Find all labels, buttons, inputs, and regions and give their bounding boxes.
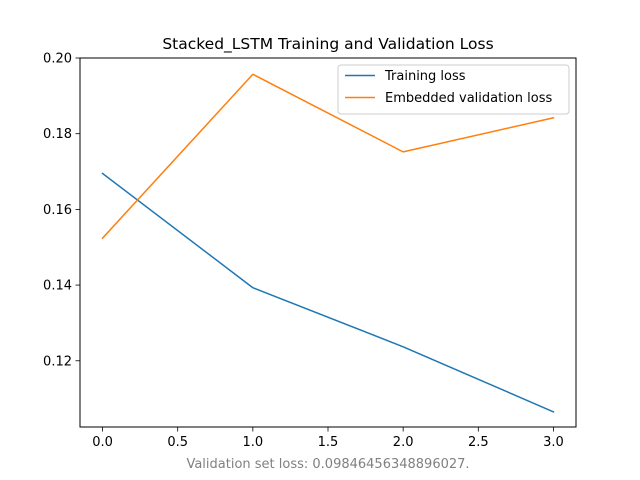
legend: Training loss Embedded validation loss xyxy=(337,64,570,115)
series-line-training-loss xyxy=(101,172,555,413)
y-tick-label: 0.16 xyxy=(43,203,72,218)
x-tick-label: 0.5 xyxy=(167,435,188,450)
legend-box xyxy=(337,64,570,115)
y-tick-label: 0.20 xyxy=(43,52,72,67)
x-tick-label: 2.0 xyxy=(393,435,414,450)
series-layer xyxy=(101,73,555,413)
x-axis: 0.0 0.5 1.0 1.5 2.0 2.5 3.0 xyxy=(92,427,564,450)
x-tick-label: 3.0 xyxy=(543,435,564,450)
x-tick-label: 0.0 xyxy=(92,435,113,450)
y-tick-label: 0.18 xyxy=(43,127,72,142)
legend-label-training-loss: Training loss xyxy=(384,69,466,84)
series-line-embedded-validation-loss xyxy=(101,73,555,240)
y-tick-label: 0.14 xyxy=(43,279,72,294)
x-tick-label: 2.5 xyxy=(468,435,489,450)
y-tick-label: 0.12 xyxy=(43,354,72,369)
x-tick-label: 1.5 xyxy=(318,435,339,450)
y-axis: 0.12 0.14 0.16 0.18 0.20 xyxy=(43,52,80,369)
validation-loss-footnote: Validation set loss: 0.09846456348896027… xyxy=(186,457,469,472)
x-tick-label: 1.0 xyxy=(243,435,264,450)
chart-title: Stacked_LSTM Training and Validation Los… xyxy=(162,35,493,54)
legend-label-validation-loss: Embedded validation loss xyxy=(385,91,552,106)
